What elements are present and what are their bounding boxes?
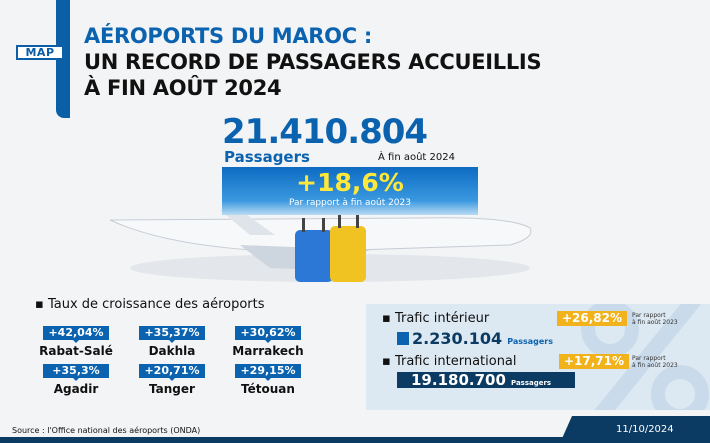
airport-name: Tanger — [149, 382, 195, 396]
airport-name: Dakhla — [148, 344, 196, 358]
domestic-marker — [397, 332, 409, 345]
domestic-unit: Passagers — [507, 337, 554, 346]
airport-growth-badge: +42,04% — [43, 326, 109, 343]
international-unit: Passagers — [511, 379, 552, 387]
percent-watermark-icon — [581, 304, 709, 410]
international-growth-badge: +17,71% — [559, 354, 629, 369]
note-line: Par rapport — [632, 312, 666, 319]
publication-date: 11/10/2024 — [616, 424, 674, 435]
airport-growth-badge: +35,3% — [43, 364, 109, 381]
international-traffic-label: ▪ Trafic international — [382, 354, 517, 369]
title-line-3: À FIN AOÛT 2024 — [84, 76, 282, 100]
total-passengers-value: 21.410.804 — [222, 112, 428, 152]
note-line: à fin août 2023 — [632, 362, 678, 369]
airport-name: Tétouan — [241, 382, 295, 396]
note-line: à fin août 2023 — [632, 319, 678, 326]
airport-name: Rabat-Salé — [39, 344, 113, 358]
title-line-2: UN RECORD DE PASSAGERS ACCUEILLIS — [84, 50, 542, 74]
domestic-traffic-label: ▪ Trafic intérieur — [382, 311, 490, 326]
airport-name: Marrakech — [232, 344, 304, 358]
airport-growth-badge: +20,71% — [139, 364, 205, 381]
airplane-suitcases-illustration — [109, 210, 532, 282]
traffic-panel: ▪ Trafic intérieur +26,82% Par rapport à … — [366, 304, 710, 410]
total-growth-note: Par rapport à fin août 2023 — [289, 198, 411, 208]
international-label-text: Trafic international — [394, 354, 517, 369]
international-growth-note: Par rapport à fin août 2023 — [632, 355, 678, 369]
airport-growth-badge: +30,62% — [235, 326, 301, 343]
total-period: À fin août 2024 — [378, 152, 455, 163]
international-value: 19.180.700 — [411, 371, 506, 389]
airport-growth-badge: +29,15% — [235, 364, 301, 381]
note-line: Par rapport — [632, 355, 666, 362]
title-line-1: AÉROPORTS DU MAROC : — [84, 24, 372, 48]
domestic-value-row: 2.230.104 Passagers — [412, 329, 553, 351]
airport-growth-badge: +35,37% — [139, 326, 205, 343]
domestic-value: 2.230.104 — [412, 329, 503, 348]
total-passengers-unit: Passagers — [224, 148, 310, 166]
international-value-bar: 19.180.700 Passagers — [397, 372, 575, 388]
domestic-growth-note: Par rapport à fin août 2023 — [632, 312, 678, 326]
airport-name: Agadir — [53, 382, 99, 396]
footer-bar — [0, 437, 710, 443]
total-growth-box: +18,6% Par rapport à fin août 2023 — [222, 167, 478, 215]
airports-section-title: ▪ Taux de croissance des aéroports — [35, 297, 265, 312]
map-logo: MAP — [16, 45, 64, 60]
airports-title-text: Taux de croissance des aéroports — [47, 297, 265, 312]
total-growth-value: +18,6% — [296, 168, 404, 197]
source-note: Source : l'Office national des aéroports… — [12, 426, 201, 435]
domestic-growth-badge: +26,82% — [557, 311, 627, 326]
domestic-label-text: Trafic intérieur — [394, 311, 490, 326]
